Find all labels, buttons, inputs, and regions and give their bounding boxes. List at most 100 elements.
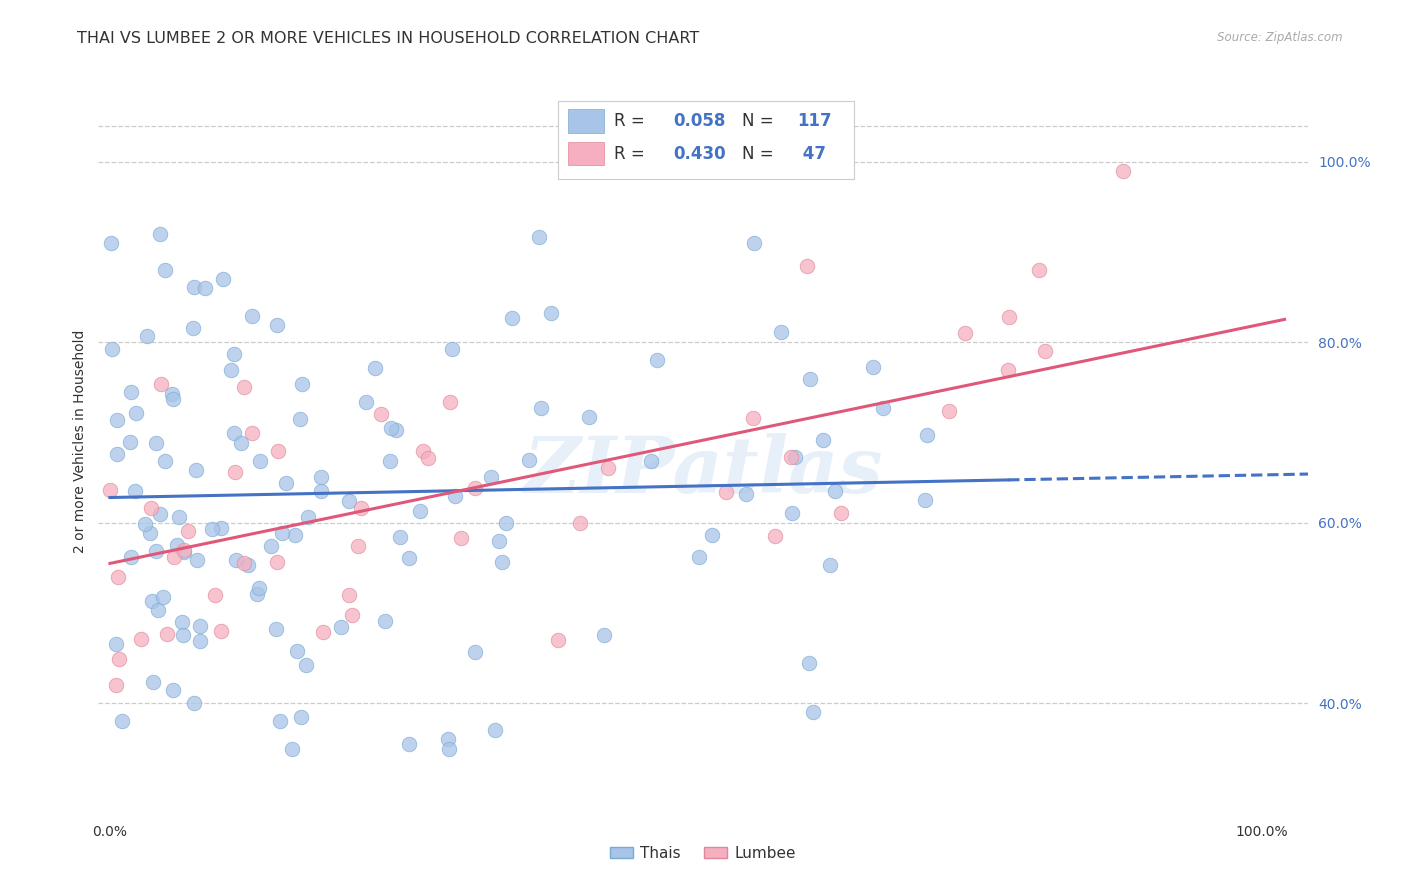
Point: [209, 624, 232, 639]
Point: [167, 510, 190, 524]
Point: [294, 658, 316, 673]
Point: [247, 581, 270, 595]
Point: [290, 412, 312, 426]
Point: [312, 624, 335, 639]
Legend: Thais, Lumbee: Thais, Lumbee: [603, 839, 803, 867]
Point: [700, 527, 723, 541]
Point: [233, 380, 256, 394]
Point: [111, 714, 134, 729]
Point: [484, 723, 506, 738]
Point: [830, 506, 852, 520]
Point: [530, 401, 553, 415]
FancyBboxPatch shape: [568, 142, 603, 165]
Point: [763, 529, 786, 543]
Point: [267, 443, 290, 458]
Point: [266, 318, 288, 332]
Point: [270, 526, 292, 541]
Point: [647, 352, 669, 367]
Point: [145, 435, 167, 450]
Point: [464, 481, 486, 495]
Point: [915, 427, 938, 442]
Point: [488, 534, 510, 549]
Point: [139, 500, 162, 515]
Text: N =: N =: [742, 112, 779, 130]
Point: [150, 376, 173, 391]
Point: [337, 494, 360, 508]
Point: [998, 310, 1021, 325]
Text: ZIPatlas: ZIPatlas: [523, 433, 883, 509]
Text: THAI VS LUMBEE 2 OR MORE VEHICLES IN HOUSEHOLD CORRELATION CHART: THAI VS LUMBEE 2 OR MORE VEHICLES IN HOU…: [77, 31, 700, 46]
Point: [340, 607, 363, 622]
Point: [346, 539, 368, 553]
Point: [194, 281, 217, 295]
Point: [769, 325, 792, 339]
Text: 0.430: 0.430: [672, 145, 725, 162]
Point: [297, 510, 319, 524]
Point: [166, 538, 188, 552]
Point: [598, 460, 620, 475]
Text: Source: ZipAtlas.com: Source: ZipAtlas.com: [1218, 31, 1343, 45]
Point: [101, 342, 124, 356]
Point: [799, 656, 821, 670]
Point: [266, 555, 288, 569]
Point: [409, 504, 432, 518]
Point: [120, 385, 142, 400]
Point: [98, 483, 121, 498]
Point: [125, 406, 148, 420]
Y-axis label: 2 or more Vehicles in Household: 2 or more Vehicles in Household: [73, 330, 87, 553]
Point: [224, 426, 246, 441]
Point: [818, 558, 841, 573]
Point: [872, 401, 894, 415]
Point: [440, 343, 463, 357]
Point: [104, 678, 127, 692]
Point: [578, 410, 600, 425]
Point: [136, 328, 159, 343]
Point: [436, 732, 458, 747]
Point: [337, 588, 360, 602]
Point: [160, 387, 183, 401]
Point: [149, 507, 172, 521]
Text: 0.058: 0.058: [672, 112, 725, 130]
Point: [183, 697, 205, 711]
Point: [281, 741, 304, 756]
Point: [105, 413, 128, 427]
Point: [801, 706, 824, 720]
Point: [260, 539, 283, 553]
Point: [229, 435, 252, 450]
Point: [385, 423, 408, 437]
Point: [290, 710, 312, 724]
Point: [914, 492, 936, 507]
Point: [100, 235, 122, 250]
Point: [188, 619, 211, 633]
Point: [1033, 344, 1056, 359]
Point: [527, 229, 550, 244]
Point: [224, 347, 246, 361]
Point: [862, 360, 884, 375]
Point: [155, 263, 177, 277]
Point: [470, 859, 492, 873]
Point: [134, 516, 156, 531]
Point: [741, 411, 763, 425]
Point: [266, 622, 288, 636]
Point: [688, 549, 710, 564]
Point: [437, 741, 460, 756]
Point: [177, 524, 200, 538]
Point: [184, 463, 207, 477]
Point: [540, 306, 562, 320]
Point: [181, 321, 204, 335]
Point: [444, 489, 467, 503]
Point: [811, 434, 834, 448]
Point: [291, 377, 314, 392]
Point: [779, 450, 801, 464]
Point: [783, 450, 806, 464]
Point: [1112, 163, 1135, 178]
Point: [201, 522, 224, 536]
Point: [108, 652, 131, 666]
Point: [249, 453, 271, 467]
Text: 47: 47: [797, 145, 827, 162]
Point: [232, 556, 254, 570]
Point: [479, 470, 502, 484]
Point: [224, 465, 246, 479]
Point: [380, 421, 402, 435]
Point: [163, 549, 186, 564]
